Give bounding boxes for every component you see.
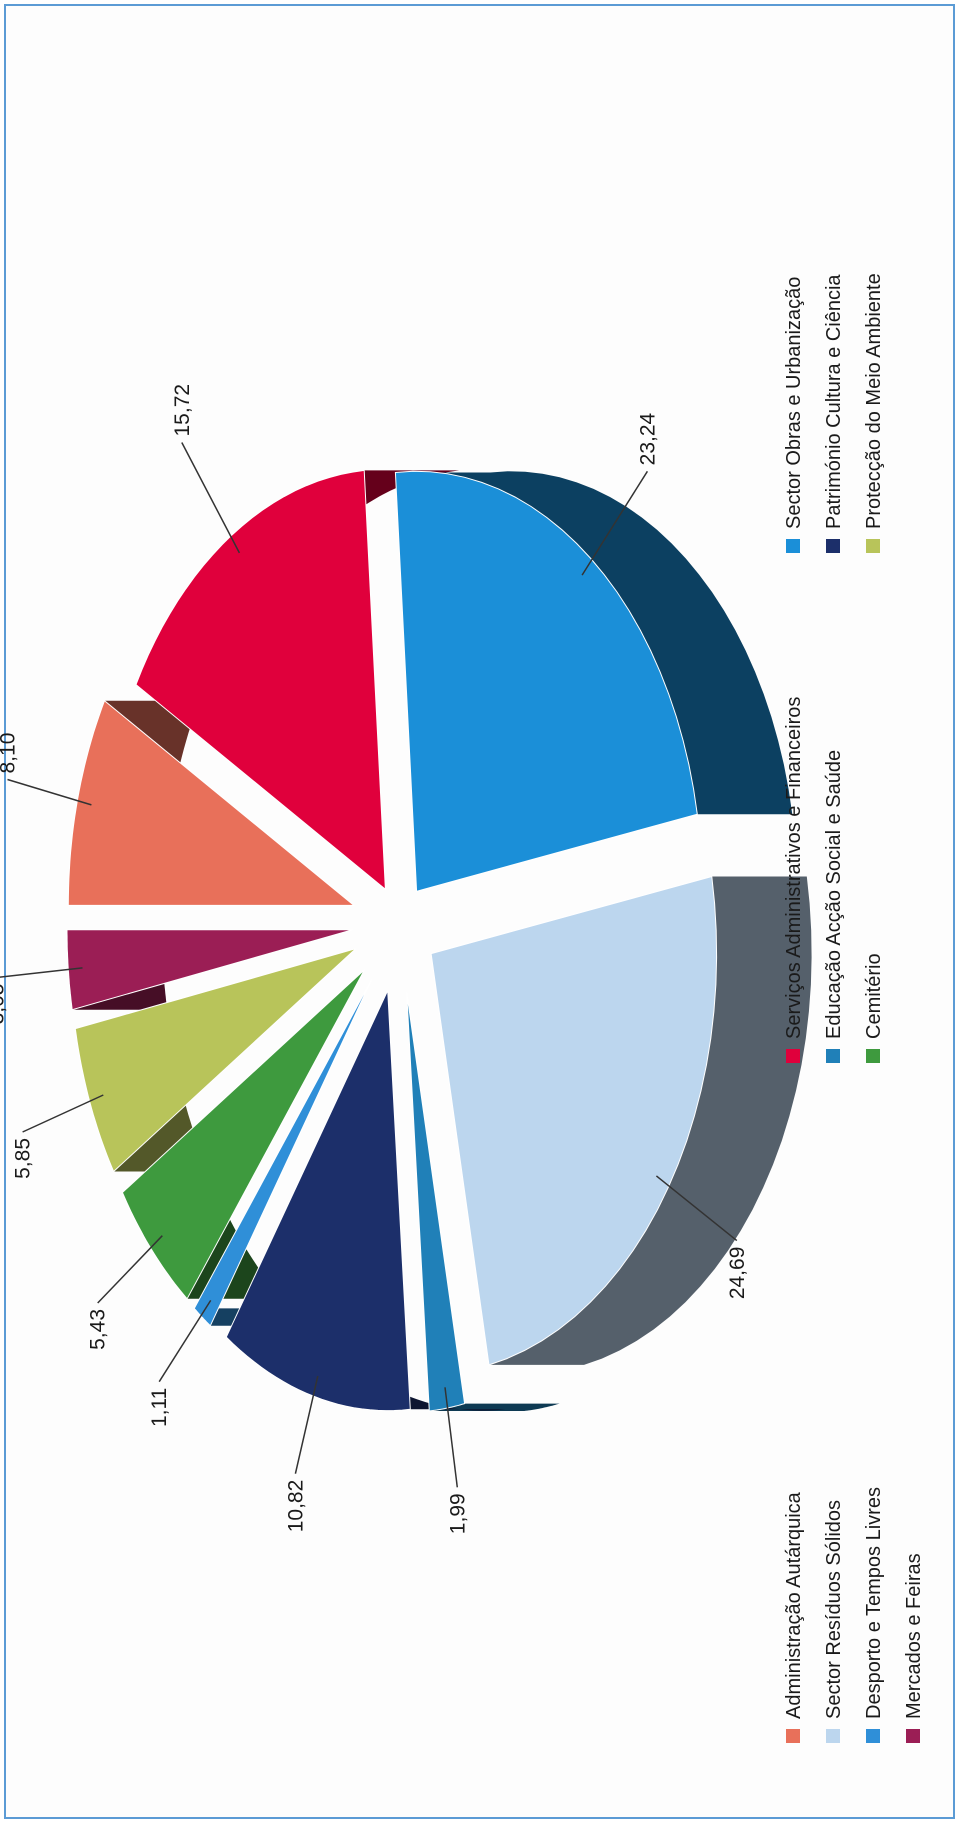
data-label-proteccao-do-meio-ambiente: 5,85 [12, 1138, 35, 1179]
legend-swatch-educacao-accao-social-e-saude [826, 1049, 840, 1063]
legend-swatch-administracao-autarquica [786, 1729, 800, 1743]
slice-side-sector-residuos-solidos [489, 876, 812, 1365]
data-label-sector-residuos-solidos: 24,69 [726, 1247, 749, 1300]
slice-sector-residuos-solidos [430, 875, 718, 1366]
leader-line [181, 442, 241, 554]
leader-line [655, 1175, 738, 1242]
leader-line [444, 1387, 459, 1488]
data-label-desporto-e-tempos-livres: 1,11 [148, 1388, 171, 1427]
data-label-administracao-autarquica: 8,10 [0, 733, 20, 774]
leader-line [97, 1235, 163, 1304]
data-label-patrimonio-cultura-e-ciencia: 10,82 [284, 1480, 307, 1533]
data-label-servicos-administrativos-e-financeiros: 15,72 [171, 384, 194, 437]
legend-swatch-proteccao-do-meio-ambiente [866, 539, 880, 553]
leader-line [581, 470, 649, 576]
legend-item-desporto-e-tempos-livres: Desporto e Tempos Livres [863, 1487, 885, 1719]
legend-item-sector-residuos-solidos: Sector Resíduos Sólidos [823, 1500, 845, 1719]
leader-line [0, 967, 83, 979]
legend-swatch-desporto-e-tempos-livres [866, 1729, 880, 1743]
legend-swatch-cemiterio [866, 1049, 880, 1063]
legend-swatch-patrimonio-cultura-e-ciencia [826, 539, 840, 553]
legend-item-sector-obras-e-urbanizacao: Sector Obras e Urbanização [783, 277, 805, 529]
slice-sector-obras-e-urbanizacao [394, 470, 698, 892]
data-label-sector-obras-e-urbanizacao: 23,24 [636, 412, 659, 465]
slice-administracao-autarquica [67, 699, 356, 906]
legend-item-proteccao-do-meio-ambiente: Protecção do Meio Ambiente [863, 273, 885, 529]
leader-line [294, 1375, 319, 1474]
slice-desporto-e-tempos-livres [193, 979, 373, 1327]
leader-line [22, 1094, 104, 1133]
legend-item-mercados-e-feiras: Mercados e Feiras [903, 1553, 925, 1719]
slice-cemiterio [121, 969, 365, 1300]
data-labels: 8,10 15,72 23,24 24,69 1,99 10,82 1,11 5,43 5,85… [0, 384, 749, 1534]
slice-side-educacao-accao-social-e-saude [429, 1403, 560, 1411]
data-label-cemiterio: 5,43 [87, 1309, 110, 1350]
legend-item-educacao-accao-social-e-saude: Educação Acção Social e Saúde [823, 750, 845, 1039]
data-label-mercados-e-feiras: 3,05 [0, 984, 8, 1025]
leader-line [7, 778, 92, 806]
legend-item-administracao-autarquica: Administração Autárquica [783, 1491, 805, 1719]
legend-item-servicos-administrativos-e-financeiros: Serviços Administrativos e Financeiros [783, 697, 805, 1039]
legend-swatch-mercados-e-feiras [906, 1729, 920, 1743]
legend-swatch-sector-residuos-solidos [826, 1729, 840, 1743]
leader-line [158, 1299, 212, 1383]
pie-slices [66, 469, 812, 1412]
slice-proteccao-do-meio-ambiente [74, 948, 357, 1173]
legend-item-patrimonio-cultura-e-ciencia: Património Cultura e Ciência [823, 274, 845, 529]
slice-servicos-administrativos-e-financeiros [135, 469, 386, 891]
slice-side-sector-obras-e-urbanizacao [395, 471, 793, 815]
data-label-educacao-accao-social-e-saude: 1,99 [446, 1493, 469, 1534]
slice-patrimonio-cultura-e-ciencia [225, 990, 411, 1412]
legend-item-cemiterio: Cemitério [863, 953, 885, 1039]
legend-swatch-servicos-administrativos-e-financeiros [786, 1049, 800, 1063]
legend: Administração Autárquica Sector Resíduos … [783, 273, 925, 1743]
legend-swatch-sector-obras-e-urbanizacao [786, 539, 800, 553]
